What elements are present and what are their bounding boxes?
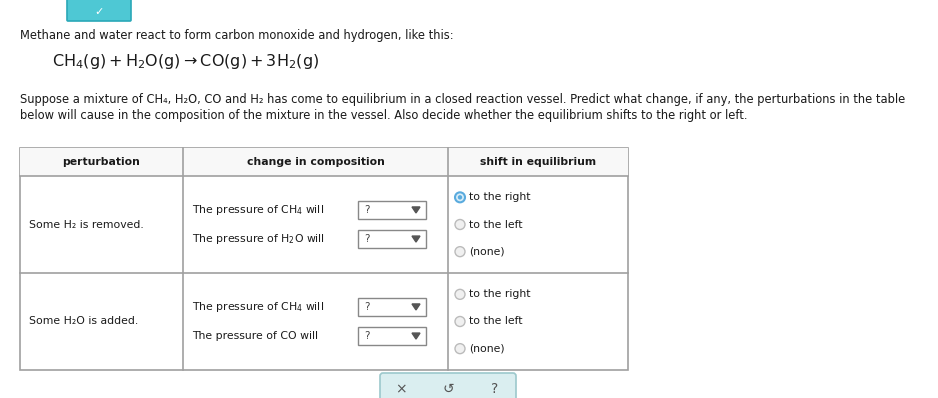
Text: change in composition: change in composition (247, 157, 385, 167)
Circle shape (455, 343, 465, 354)
Text: ?: ? (364, 205, 370, 215)
Text: ?: ? (492, 382, 499, 396)
Circle shape (458, 195, 462, 199)
Bar (358, 230, 426, 248)
Text: ×: × (395, 382, 407, 396)
Polygon shape (412, 333, 420, 339)
Text: to the left: to the left (469, 220, 522, 230)
Text: ?: ? (364, 302, 370, 312)
Text: perturbation: perturbation (63, 157, 141, 167)
Text: shift in equilibrium: shift in equilibrium (480, 157, 596, 167)
Text: The pressure of $\mathsf{CH_4}$ will: The pressure of $\mathsf{CH_4}$ will (192, 203, 324, 217)
Text: The pressure of $\mathsf{H_2O}$ will: The pressure of $\mathsf{H_2O}$ will (192, 232, 325, 246)
FancyBboxPatch shape (380, 373, 516, 398)
Circle shape (455, 289, 465, 299)
Bar (358, 298, 426, 316)
Polygon shape (412, 236, 420, 242)
Circle shape (455, 247, 465, 257)
Text: to the left: to the left (469, 316, 522, 326)
Text: below will cause in the composition of the mixture in the vessel. Also decide wh: below will cause in the composition of t… (20, 109, 748, 122)
Text: Suppose a mixture of CH₄, H₂O, CO and H₂ has come to equilibrium in a closed rea: Suppose a mixture of CH₄, H₂O, CO and H₂… (20, 93, 905, 106)
Text: (none): (none) (469, 343, 505, 354)
Text: ↺: ↺ (442, 382, 454, 396)
Text: Methane and water react to form carbon monoxide and hydrogen, like this:: Methane and water react to form carbon m… (20, 29, 454, 42)
Text: ?: ? (364, 234, 370, 244)
Circle shape (455, 192, 465, 202)
Text: to the right: to the right (469, 289, 531, 299)
Text: to the right: to the right (469, 192, 531, 202)
Bar (20, 148, 628, 176)
Bar (20, 148, 628, 370)
Bar (358, 201, 426, 219)
Polygon shape (412, 207, 420, 213)
FancyBboxPatch shape (67, 0, 131, 21)
Text: The pressure of $\mathsf{CH_4}$ will: The pressure of $\mathsf{CH_4}$ will (192, 300, 324, 314)
Polygon shape (412, 304, 420, 310)
Bar (358, 327, 426, 345)
Text: The pressure of CO will: The pressure of CO will (192, 331, 318, 341)
Text: ?: ? (364, 331, 370, 341)
Text: $\mathsf{CH_4(g)+H_2O(g)\rightarrow CO(g)+3H_2(g)}$: $\mathsf{CH_4(g)+H_2O(g)\rightarrow CO(g… (52, 52, 319, 71)
Text: Some H₂O is added.: Some H₂O is added. (29, 316, 138, 326)
Text: ✓: ✓ (95, 7, 104, 17)
Circle shape (455, 316, 465, 326)
Circle shape (455, 220, 465, 230)
Text: (none): (none) (469, 247, 505, 257)
Text: Some H₂ is removed.: Some H₂ is removed. (29, 220, 144, 230)
